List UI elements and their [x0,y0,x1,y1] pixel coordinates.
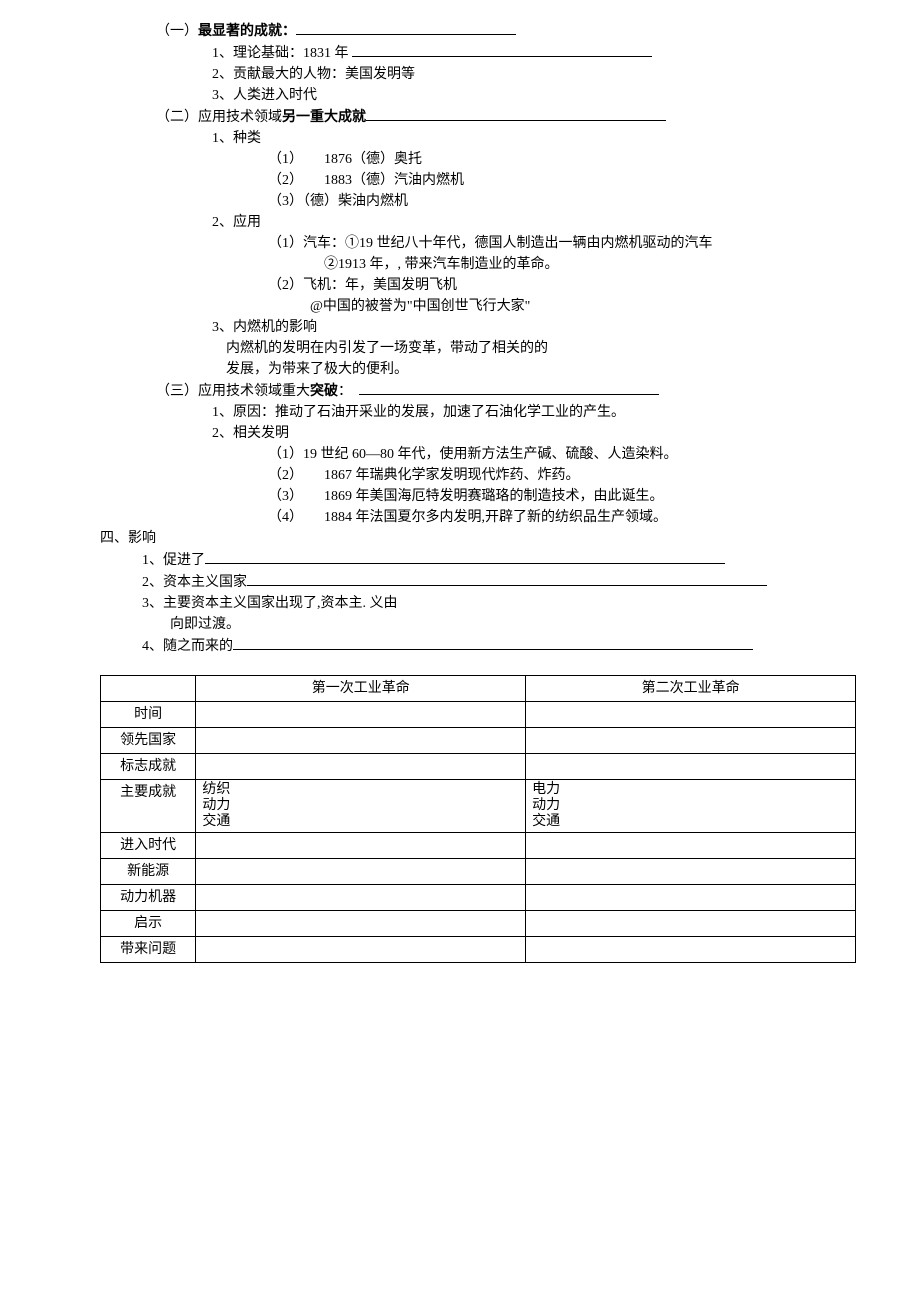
sec3-2-3: 3、内燃机的影响 [100,317,840,338]
row-head: 主要成就 [101,780,196,833]
row-head: 进入时代 [101,833,196,859]
sec3-1-2: 2、贡献最大的人物：美国发明等 [100,64,840,85]
table-row: 时间 [101,702,856,728]
table-row: 进入时代 [101,833,856,859]
sec3-2-2-2a: （2）飞机：年，美国发明飞机 [100,275,840,296]
sec3-1-3: 3、人类进入时代 [100,85,840,106]
row-head: 标志成就 [101,754,196,780]
table-cell [196,728,526,754]
sec3-2-2: 2、应用 [100,212,840,233]
sec3-1-head: （一）最显著的成就： [100,20,840,42]
sec3-2-2-1a: （1）汽车：①19 世纪八十年代，德国人制造出一辆由内燃机驱动的汽车 [100,233,840,254]
sec3-2-1-2: （2） 1883（德）汽油内燃机 [100,170,840,191]
blank [233,635,753,650]
sec3-3-head: （三）应用技术领域重大突破： [100,380,840,402]
table-cell [196,885,526,911]
text: 1、促进了 [142,553,205,568]
text: 2、资本主义国家 [142,575,247,590]
table-row: 带来问题 [101,937,856,963]
table-row: 标志成就 [101,754,856,780]
text: 4、随之而来的 [142,639,233,654]
sec3-3-2-1: （1）19 世纪 60—80 年代，使用新方法生产碱、硫酸、人造染料。 [100,444,840,465]
sec4-3a: 3、主要资本主义国家出现了,资本主. 义由 [100,593,840,614]
sec3-2-3b: 发展，为带来了极大的便利。 [100,359,840,380]
sec4-1: 1、促进了 [100,549,840,571]
table-cell [196,833,526,859]
comparison-table: 第一次工业革命 第二次工业革命 时间 领先国家 标志成就 主要成就 纺织 动力 … [100,675,856,963]
text: 电力 [532,782,849,798]
table-row: 动力机器 [101,885,856,911]
blank [296,20,516,35]
blank [205,549,725,564]
text: ： [338,384,359,399]
table-row: 第一次工业革命 第二次工业革命 [101,676,856,702]
row-head: 时间 [101,702,196,728]
text: （二）应用技术领域 [156,110,282,125]
row-head: 启示 [101,911,196,937]
sec3-3-2-4: （4） 1884 年法国夏尔多内发明,开辟了新的纺织品生产领域。 [100,507,840,528]
table-cell [196,754,526,780]
row-head: 新能源 [101,859,196,885]
text: 1、理论基础：1831 年 [212,46,352,61]
sec3-2-1-1: （1） 1876（德）奥托 [100,149,840,170]
sec3-2-1-3: （3）（德）柴油内燃机 [100,191,840,212]
blank [352,42,652,57]
sec3-1-head-b: 最显著的成就： [198,24,296,39]
table-cell [526,754,856,780]
blank [366,106,666,121]
sec3-2-head: （二）应用技术领域另一重大成就 [100,106,840,128]
text: 纺织 [202,782,519,798]
text: 另一重大成就 [282,110,366,125]
table-cell [526,728,856,754]
table-cell: 纺织 动力 交通 [196,780,526,833]
text: 突破 [310,384,338,399]
table-cell [526,885,856,911]
sec3-1-head-a: （一） [156,24,198,39]
table-cell [526,911,856,937]
sec3-3-1: 1、原因：推动了石油开采业的发展，加速了石油化学工业的产生。 [100,402,840,423]
table-cell [101,676,196,702]
table-cell [526,833,856,859]
row-head: 带来问题 [101,937,196,963]
table-header-2: 第二次工业革命 [526,676,856,702]
table-row: 领先国家 [101,728,856,754]
table-cell: 电力 动力 交通 [526,780,856,833]
table-cell [196,911,526,937]
blank [359,380,659,395]
table-cell [526,859,856,885]
row-head: 领先国家 [101,728,196,754]
sec3-3-2: 2、相关发明 [100,423,840,444]
sec3-2-1: 1、种类 [100,128,840,149]
blank [247,571,767,586]
table-cell [196,937,526,963]
table-row: 启示 [101,911,856,937]
sec4-4: 4、随之而来的 [100,635,840,657]
table-cell [526,702,856,728]
text: 交通 [532,814,849,830]
text: 动力 [532,798,849,814]
sec3-2-2-1b: ②1913 年，, 带来汽车制造业的革命。 [100,254,840,275]
sec3-3-2-3: （3） 1869 年美国海厄特发明赛璐珞的制造技术，由此诞生。 [100,486,840,507]
row-head: 动力机器 [101,885,196,911]
text: 交通 [202,814,519,830]
sec4-head: 四、影响 [100,528,840,549]
table-cell [526,937,856,963]
sec3-2-3a: 内燃机的发明在内引发了一场变革，带动了相关的的 [100,338,840,359]
table-row: 新能源 [101,859,856,885]
table-header-1: 第一次工业革命 [196,676,526,702]
page: （一）最显著的成就： 1、理论基础：1831 年 2、贡献最大的人物：美国发明等… [0,0,920,1301]
sec3-3-2-2: （2） 1867 年瑞典化学家发明现代炸药、炸药。 [100,465,840,486]
sec4-2: 2、资本主义国家 [100,571,840,593]
sec3-1-1: 1、理论基础：1831 年 [100,42,840,64]
text: 动力 [202,798,519,814]
sec3-2-2-2b: @中国的被誉为"中国创世飞行大家" [100,296,840,317]
table-cell [196,702,526,728]
table-cell [196,859,526,885]
text: （三）应用技术领域重大 [156,384,310,399]
table-row: 主要成就 纺织 动力 交通 电力 动力 交通 [101,780,856,833]
sec4-3b: 向即过渡。 [100,614,840,635]
